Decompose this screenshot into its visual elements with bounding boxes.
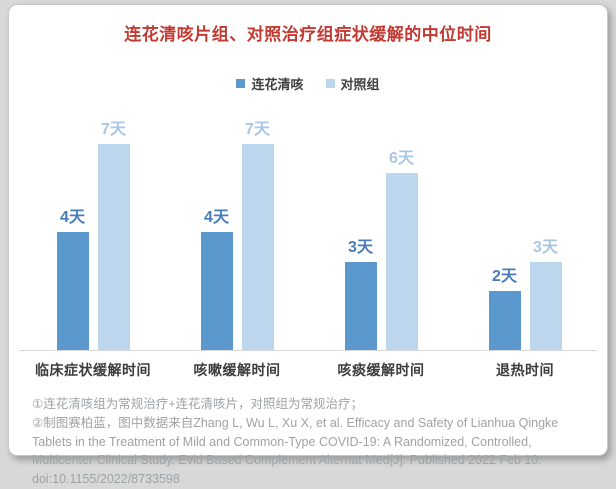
bar-wrap: 7天 — [241, 114, 274, 350]
chart-card: 连花清咳片组、对照治疗组症状缓解的中位时间 连花清咳 对照组 4天 7天 4天 7天 3天… — [8, 4, 608, 486]
legend-item-1: 对照组 — [325, 74, 380, 93]
legend-swatch-icon — [236, 79, 246, 88]
bar-value-label: 7天 — [245, 121, 270, 138]
chart-title: 连花清咳片组、对照治疗组症状缓解的中位时间 — [124, 25, 492, 44]
bar-plot: 4天 7天 4天 7天 3天 6天 2天 3天 — [19, 114, 597, 351]
bar-group-3: 2天 3天 — [453, 114, 597, 350]
footnotes: ①连花清咳组为常规治疗+连花清咳片，对照组为常规治疗； ②制图赛柏蓝，图中数据来… — [9, 395, 607, 489]
bar-对照组-2 — [385, 173, 418, 350]
bar-wrap: 2天 — [488, 114, 521, 350]
bar-对照组-0 — [97, 144, 130, 350]
category-label-2: 咳痰缓解时间 — [337, 362, 425, 378]
category-axis: 临床症状缓解时间 咳嗽缓解时间 咳痰缓解时间 退热时间 — [19, 351, 597, 380]
bar-连花清咳-2 — [344, 262, 377, 350]
legend-item-0: 连花清咳 — [236, 74, 304, 93]
bar-value-label: 6天 — [389, 150, 414, 167]
category-label-3: 退热时间 — [496, 362, 554, 378]
footnote-2: ②制图赛柏蓝，图中数据来自Zhang L, Wu L, Xu X, et al.… — [32, 415, 559, 486]
category-label-1: 咳嗽缓解时间 — [193, 362, 281, 378]
footnote-1: ①连花清咳组为常规治疗+连花清咳片，对照组为常规治疗； — [32, 397, 364, 411]
bar-group-0: 4天 7天 — [21, 114, 165, 350]
bar-对照组-1 — [241, 144, 274, 350]
bar-连花清咳-0 — [56, 232, 89, 350]
bar-wrap: 7天 — [97, 114, 130, 350]
bar-value-label: 4天 — [60, 209, 85, 226]
category-label-0: 临床症状缓解时间 — [35, 362, 151, 378]
bar-wrap: 3天 — [344, 114, 377, 350]
legend-label: 对照组 — [340, 77, 380, 92]
bar-连花清咳-3 — [488, 291, 521, 350]
bar-group-1: 4天 7天 — [165, 114, 309, 350]
bar-wrap: 3天 — [529, 114, 562, 350]
bar-wrap: 4天 — [56, 114, 89, 350]
bar-对照组-3 — [529, 262, 562, 350]
bar-value-label: 4天 — [204, 209, 229, 226]
legend: 连花清咳 对照组 — [9, 74, 607, 93]
legend-label: 连花清咳 — [251, 77, 304, 92]
bar-wrap: 6天 — [385, 114, 418, 350]
bar-连花清咳-1 — [200, 232, 233, 350]
legend-swatch-icon — [325, 79, 335, 88]
bar-value-label: 7天 — [101, 121, 126, 138]
bar-value-label: 3天 — [533, 239, 558, 256]
bar-wrap: 4天 — [200, 114, 233, 350]
bar-group-2: 3天 6天 — [309, 114, 453, 350]
bar-value-label: 3天 — [348, 239, 373, 256]
bar-value-label: 2天 — [492, 268, 517, 285]
